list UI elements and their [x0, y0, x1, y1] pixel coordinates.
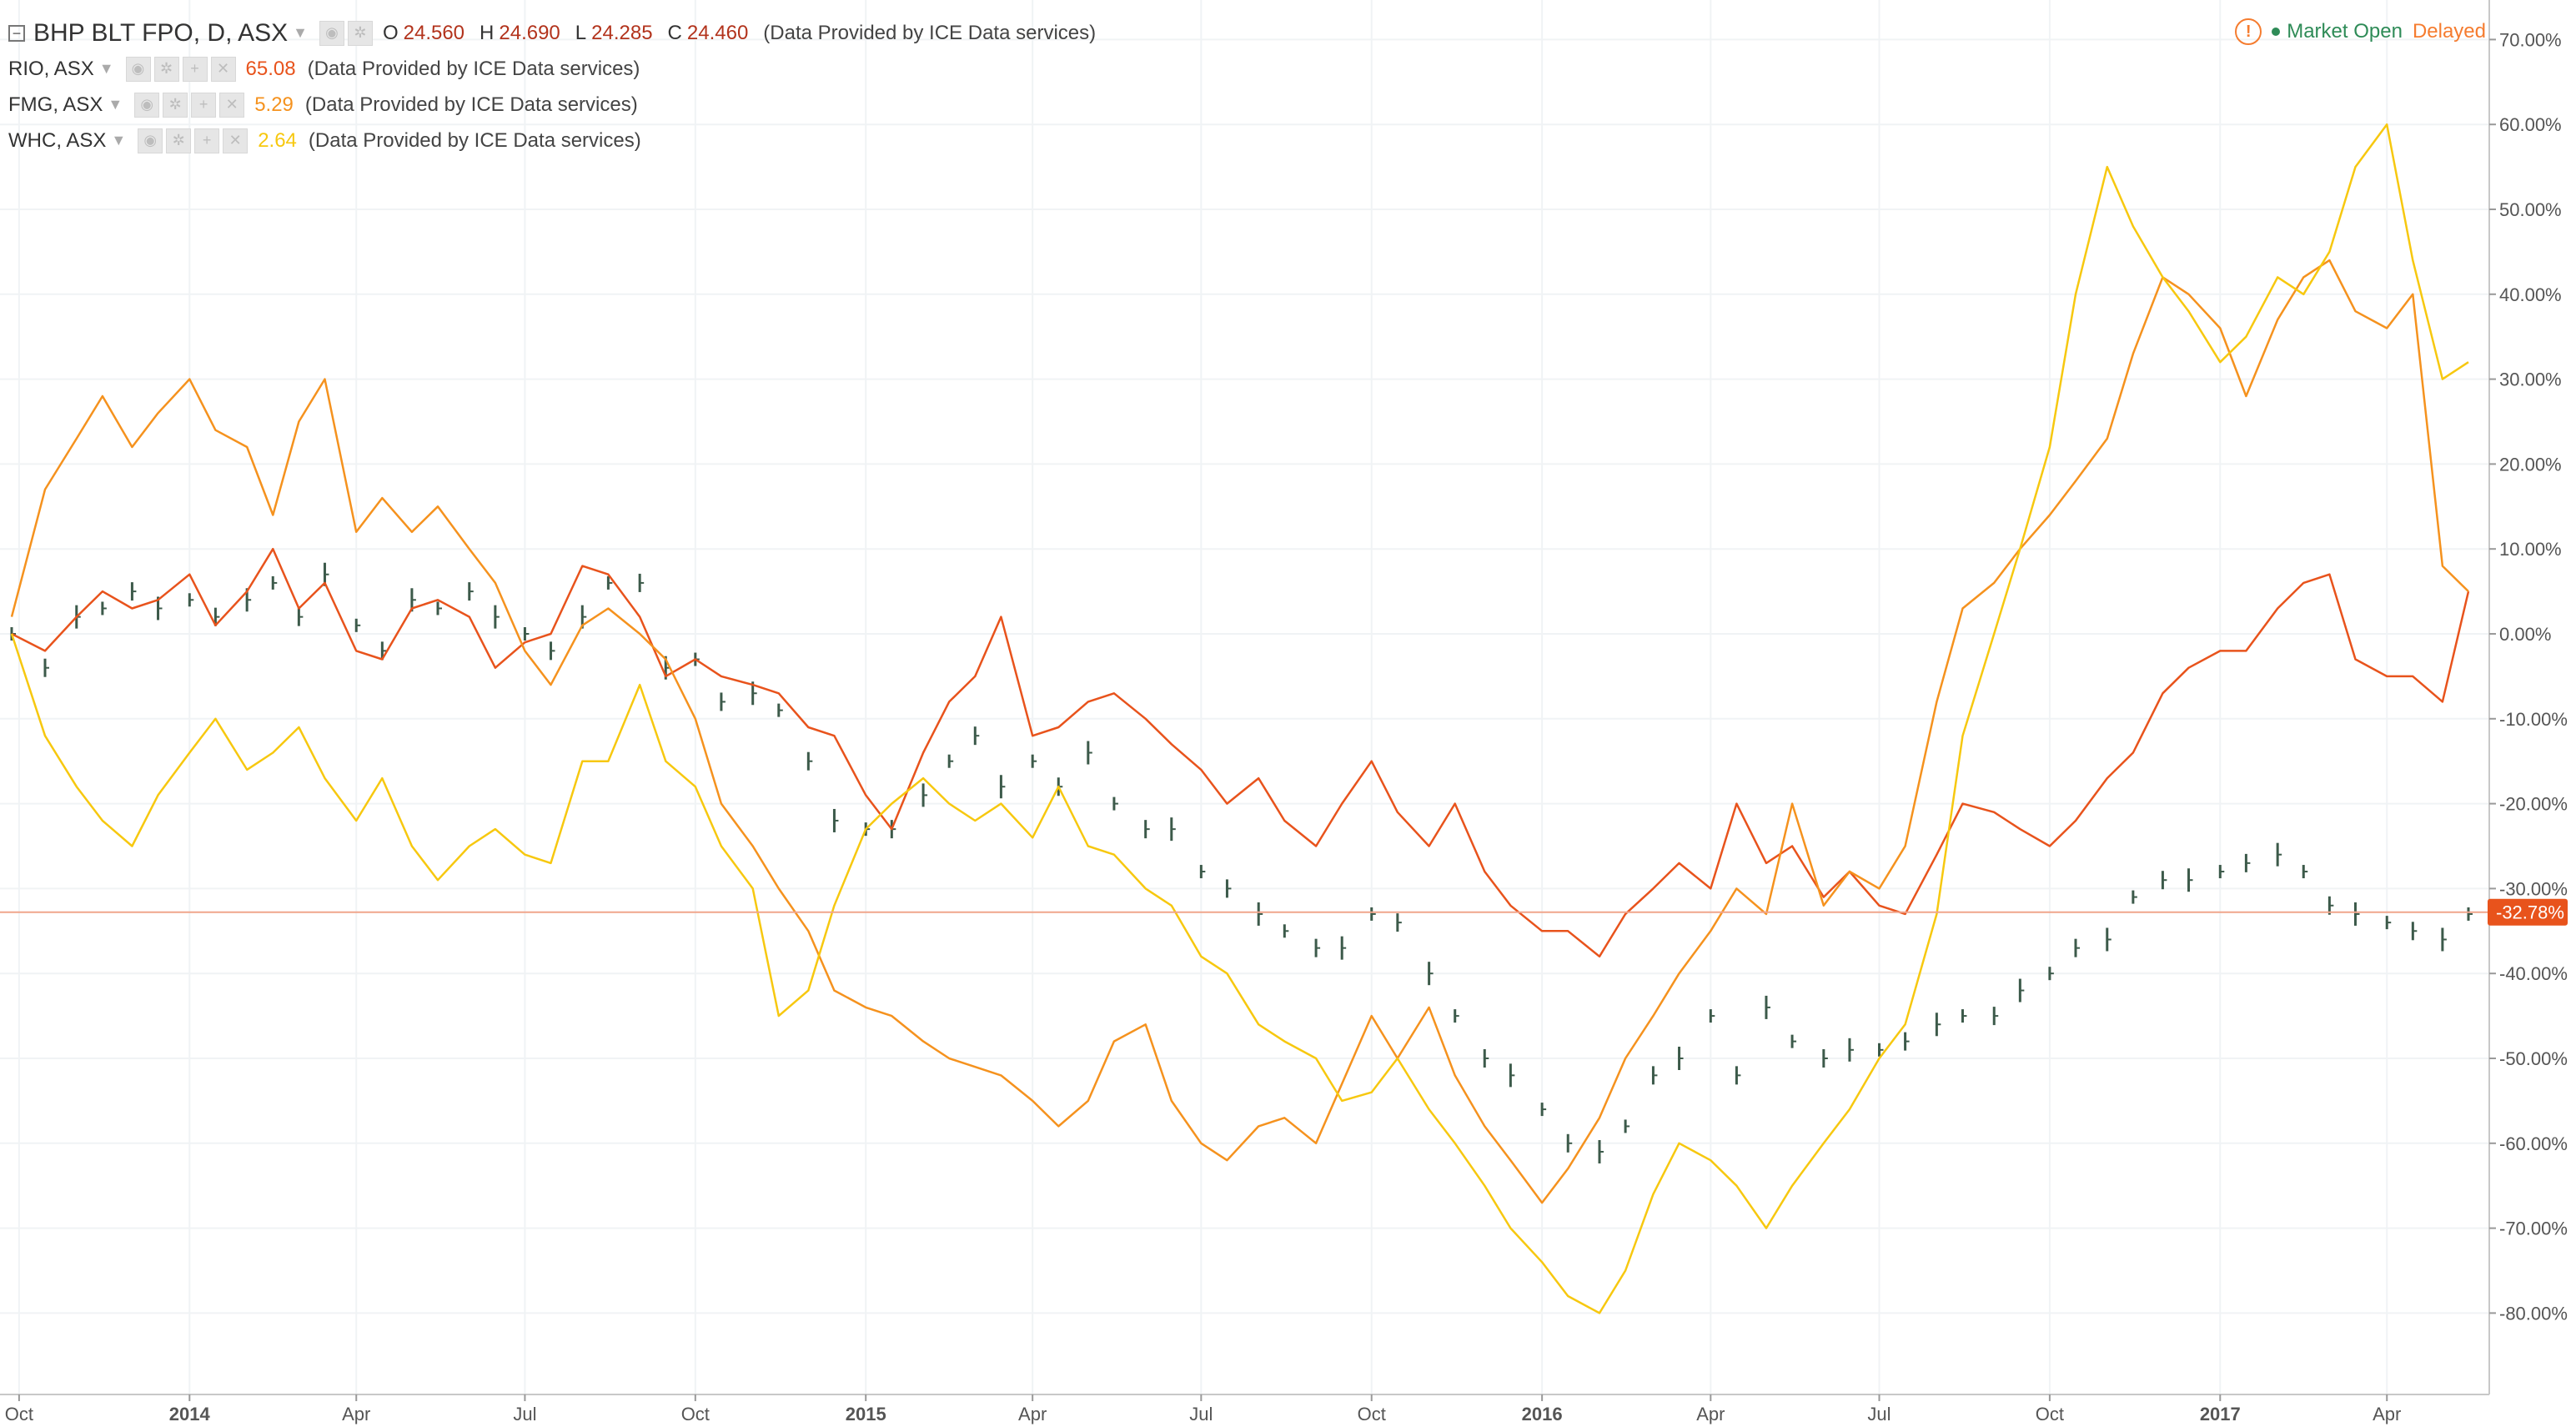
comparison-symbol[interactable]: FMG, ASX: [8, 93, 103, 116]
minus-box-icon[interactable]: −: [8, 24, 25, 42]
series-line-rio: [11, 547, 2470, 958]
close-icon[interactable]: ✕: [210, 56, 236, 82]
y-tick-label: -40.00%: [2499, 963, 2568, 984]
x-tick-label: Apr: [2373, 1404, 2401, 1424]
x-tick-label: Oct: [2036, 1404, 2064, 1424]
y-tick-label: 20.00%: [2499, 454, 2562, 475]
close-icon[interactable]: ✕: [223, 128, 249, 153]
y-tick-label: -70.00%: [2499, 1218, 2568, 1239]
current-value-label: -32.78%: [2496, 902, 2564, 923]
delayed-label[interactable]: Delayed: [2412, 20, 2486, 43]
close-icon[interactable]: ✕: [219, 92, 245, 118]
x-tick-label: 2015: [846, 1404, 886, 1424]
gear-icon[interactable]: ✲: [153, 56, 179, 82]
market-status: ! Market Open Delayed: [2235, 18, 2486, 45]
x-tick-label: Oct: [681, 1404, 710, 1424]
y-tick-label: -30.00%: [2499, 878, 2568, 899]
comparison-data-source: (Data Provided by ICE Data services): [308, 128, 641, 152]
comparison-data-source: (Data Provided by ICE Data services): [307, 57, 640, 80]
comparison-symbol[interactable]: WHC, ASX: [8, 128, 107, 152]
y-axis-ticks: 70.00% 60.00% 50.00% 40.00% 30.00% 20.00% 10.0…: [2489, 29, 2568, 1324]
plus-icon[interactable]: +: [182, 56, 208, 82]
warning-circle-icon[interactable]: !: [2235, 18, 2262, 45]
comparison-row-fmg: FMG, ASX ▼ ◉ ✲ + ✕ 5.29 (Data Provided b…: [8, 87, 1096, 123]
series-line-fmg: [10, 259, 2469, 1204]
comparison-value: 5.29: [254, 93, 294, 116]
main-symbol-tools: ◉ ✲: [319, 20, 373, 46]
market-open-label: Market Open: [2287, 20, 2403, 43]
series-group: [10, 123, 2473, 1314]
legend: − BHP BLT FPO, D, ASX ▼ ◉ ✲ O 24.560 H 24.…: [8, 15, 1096, 158]
ohlc-open-key: O: [382, 21, 399, 44]
eye-icon[interactable]: ◉: [125, 56, 151, 82]
ohlc-low-key: L: [575, 21, 587, 44]
ohlc-close-key: C: [667, 21, 682, 44]
y-tick-label: -80.00%: [2499, 1303, 2568, 1324]
comparison-tools: ◉ ✲ + ✕: [138, 128, 249, 153]
grid-lines: [0, 0, 2489, 1394]
y-tick-label: 50.00%: [2499, 199, 2562, 220]
chevron-down-icon[interactable]: ▼: [111, 132, 127, 148]
y-tick-label: -60.00%: [2499, 1133, 2568, 1154]
plus-icon[interactable]: +: [191, 92, 217, 118]
comparison-row-rio: RIO, ASX ▼ ◉ ✲ + ✕ 65.08 (Data Provided …: [8, 51, 1096, 87]
x-tick-label: Apr: [342, 1404, 370, 1424]
ohlc-high-value: 24.690: [499, 21, 560, 44]
market-open-dot: [2272, 28, 2281, 36]
gear-icon[interactable]: ✲: [163, 92, 188, 118]
comparison-tools: ◉ ✲ + ✕: [134, 92, 245, 118]
chevron-down-icon[interactable]: ▼: [108, 96, 123, 113]
current-value-tag: -32.78%: [2488, 898, 2568, 926]
x-tick-label: 2017: [2200, 1404, 2241, 1424]
y-tick-label: 60.00%: [2499, 114, 2562, 135]
x-tick-label: Jul: [1189, 1404, 1213, 1424]
comparison-row-whc: WHC, ASX ▼ ◉ ✲ + ✕ 2.64 (Data Provided b…: [8, 123, 1096, 158]
y-tick-label: 10.00%: [2499, 539, 2562, 560]
y-tick-label: -50.00%: [2499, 1048, 2568, 1069]
ohlc-low-value: 24.285: [591, 21, 653, 44]
y-tick-label: 0.00%: [2499, 624, 2551, 645]
x-tick-label: Apr: [1018, 1404, 1047, 1424]
x-tick-label: Apr: [1696, 1404, 1725, 1424]
x-axis-ticks: Oct 2014 Apr Jul Oct 2015 Apr Jul Oct 2016 Apr Jul O…: [5, 1394, 2401, 1424]
ohlc-open-value: 24.560: [403, 21, 465, 44]
comparison-tools: ◉ ✲ + ✕: [125, 56, 236, 82]
x-tick-label: 2016: [1522, 1404, 1563, 1424]
series-line-whc: [10, 123, 2469, 1314]
eye-icon[interactable]: ◉: [319, 20, 344, 46]
series-bhp-bars: [10, 562, 2473, 1163]
ohlc-close-value: 24.460: [686, 21, 749, 44]
x-tick-label: Jul: [513, 1404, 536, 1424]
main-symbol[interactable]: BHP BLT FPO, D, ASX: [33, 18, 289, 47]
x-tick-label: Jul: [1867, 1404, 1891, 1424]
chevron-down-icon[interactable]: ▼: [98, 60, 114, 77]
x-tick-label: 2014: [169, 1404, 211, 1424]
gear-icon[interactable]: ✲: [347, 20, 373, 46]
eye-icon[interactable]: ◉: [138, 128, 163, 153]
x-tick-label: Oct: [5, 1404, 33, 1424]
eye-icon[interactable]: ◉: [134, 92, 160, 118]
comparison-data-source: (Data Provided by ICE Data services): [304, 93, 638, 116]
comparison-value: 2.64: [258, 128, 297, 152]
gear-icon[interactable]: ✲: [166, 128, 192, 153]
chevron-down-icon[interactable]: ▼: [293, 24, 308, 41]
comparison-value: 65.08: [245, 57, 296, 80]
y-tick-label: 40.00%: [2499, 284, 2562, 305]
main-symbol-row: − BHP BLT FPO, D, ASX ▼ ◉ ✲ O 24.560 H 24.…: [8, 15, 1096, 51]
x-tick-label: Oct: [1358, 1404, 1386, 1424]
y-tick-label: 30.00%: [2499, 369, 2562, 390]
main-data-source: (Data Provided by ICE Data services): [763, 21, 1097, 44]
y-tick-label: -10.00%: [2499, 709, 2568, 730]
ohlc-high-key: H: [480, 21, 495, 44]
plus-icon[interactable]: +: [194, 128, 220, 153]
y-tick-label: -20.00%: [2499, 794, 2568, 815]
current-value-bg: [2488, 898, 2568, 926]
comparison-symbol[interactable]: RIO, ASX: [8, 57, 94, 80]
y-tick-label: 70.00%: [2499, 29, 2562, 50]
